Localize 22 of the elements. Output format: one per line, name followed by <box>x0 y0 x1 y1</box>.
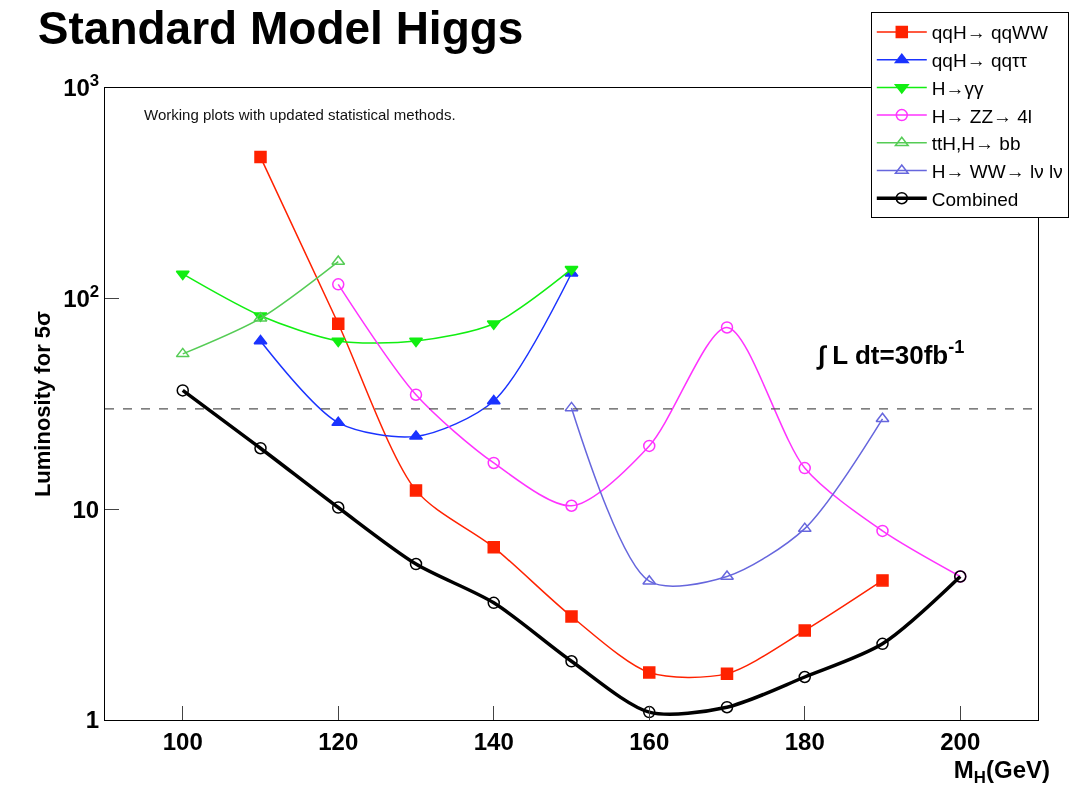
y-tick-label: 1 <box>85 706 100 734</box>
legend-label: H→ WW→ lν lν <box>931 160 1063 182</box>
y-tick-label: 10$^{3}$ <box>63 71 100 102</box>
chart-title: Standard Model Higgs <box>37 2 524 55</box>
legend-label: qqH→ qqWW <box>931 22 1048 44</box>
x-tick-label: 140 <box>473 727 514 755</box>
legend-label: ttH,H→ bb <box>931 133 1021 155</box>
x-tick-label: 200 <box>940 727 981 755</box>
x-tick-label: 120 <box>318 727 359 755</box>
annotation: Working plots with updated statistical methods. <box>144 106 456 123</box>
legend-label: qqH→ qqττ <box>931 50 1028 72</box>
x-axis-title: M$_{H}$(GeV) <box>953 756 1050 788</box>
x-tick-label: 160 <box>629 727 670 755</box>
legend-label: H→γγ <box>931 77 985 99</box>
annotation: ∫ L dt=30fb$^{-1}$ <box>816 337 965 370</box>
x-tick-label: 180 <box>784 727 825 755</box>
y-tick-label: 10$^{2}$ <box>63 281 100 313</box>
y-tick-label: 10 <box>72 495 100 523</box>
legend-label: H→ ZZ→ 4l <box>931 105 1033 127</box>
legend-label: Combined <box>931 188 1019 210</box>
x-tick-label: 100 <box>162 727 203 755</box>
y-axis-title: Luminosity for 5σ <box>29 310 55 498</box>
